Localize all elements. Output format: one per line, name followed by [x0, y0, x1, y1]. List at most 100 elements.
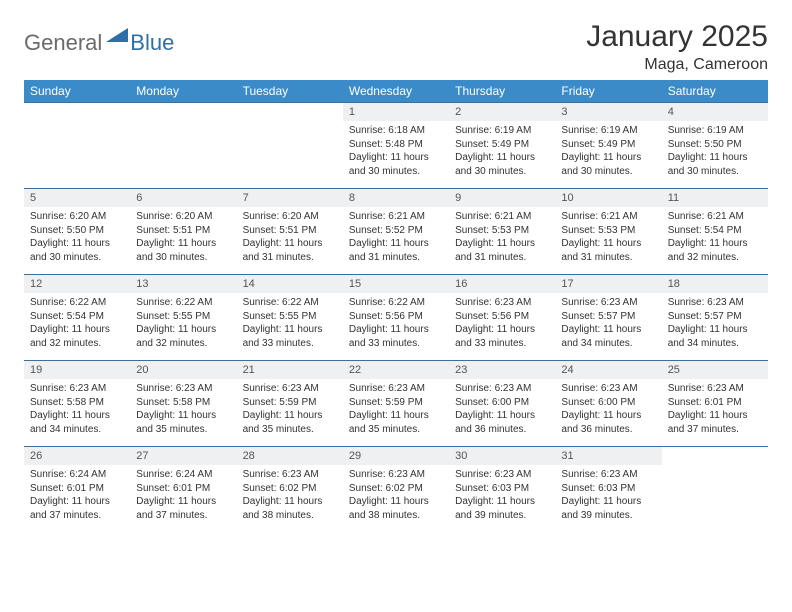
sunrise-text: Sunrise: 6:19 AM	[561, 124, 655, 138]
day-number: 13	[130, 275, 236, 293]
day-number: 18	[662, 275, 768, 293]
day-body	[662, 453, 768, 460]
daylight-text: Daylight: 11 hours and 31 minutes.	[349, 237, 443, 264]
sunset-text: Sunset: 6:01 PM	[668, 396, 762, 410]
sunrise-text: Sunrise: 6:23 AM	[455, 468, 549, 482]
sunrise-text: Sunrise: 6:20 AM	[243, 210, 337, 224]
week-row: 26Sunrise: 6:24 AMSunset: 6:01 PMDayligh…	[24, 447, 768, 533]
daylight-text: Daylight: 11 hours and 36 minutes.	[561, 409, 655, 436]
daylight-text: Daylight: 11 hours and 35 minutes.	[243, 409, 337, 436]
daylight-text: Daylight: 11 hours and 30 minutes.	[136, 237, 230, 264]
sunset-text: Sunset: 6:00 PM	[455, 396, 549, 410]
sunset-text: Sunset: 6:01 PM	[136, 482, 230, 496]
day-body: Sunrise: 6:23 AMSunset: 5:56 PMDaylight:…	[449, 293, 555, 354]
day-number: 30	[449, 447, 555, 465]
day-cell: 18Sunrise: 6:23 AMSunset: 5:57 PMDayligh…	[662, 275, 768, 361]
calendar-table: Sunday Monday Tuesday Wednesday Thursday…	[24, 80, 768, 533]
day-number: 9	[449, 189, 555, 207]
day-body: Sunrise: 6:23 AMSunset: 6:03 PMDaylight:…	[555, 465, 661, 526]
day-cell: 13Sunrise: 6:22 AMSunset: 5:55 PMDayligh…	[130, 275, 236, 361]
sunset-text: Sunset: 5:51 PM	[136, 224, 230, 238]
day-number: 22	[343, 361, 449, 379]
daylight-text: Daylight: 11 hours and 38 minutes.	[243, 495, 337, 522]
daylight-text: Daylight: 11 hours and 35 minutes.	[136, 409, 230, 436]
sunset-text: Sunset: 5:53 PM	[561, 224, 655, 238]
day-number: 7	[237, 189, 343, 207]
day-number: 17	[555, 275, 661, 293]
day-cell: 20Sunrise: 6:23 AMSunset: 5:58 PMDayligh…	[130, 361, 236, 447]
day-cell: 6Sunrise: 6:20 AMSunset: 5:51 PMDaylight…	[130, 189, 236, 275]
sunrise-text: Sunrise: 6:24 AM	[136, 468, 230, 482]
sunset-text: Sunset: 6:02 PM	[349, 482, 443, 496]
day-body: Sunrise: 6:21 AMSunset: 5:53 PMDaylight:…	[555, 207, 661, 268]
daylight-text: Daylight: 11 hours and 31 minutes.	[455, 237, 549, 264]
sunrise-text: Sunrise: 6:23 AM	[136, 382, 230, 396]
daylight-text: Daylight: 11 hours and 35 minutes.	[349, 409, 443, 436]
sunset-text: Sunset: 5:51 PM	[243, 224, 337, 238]
sunrise-text: Sunrise: 6:21 AM	[668, 210, 762, 224]
sunset-text: Sunset: 6:01 PM	[30, 482, 124, 496]
sunset-text: Sunset: 6:03 PM	[455, 482, 549, 496]
day-body	[24, 109, 130, 116]
day-body	[130, 109, 236, 116]
day-cell: 30Sunrise: 6:23 AMSunset: 6:03 PMDayligh…	[449, 447, 555, 533]
day-cell: 14Sunrise: 6:22 AMSunset: 5:55 PMDayligh…	[237, 275, 343, 361]
day-number: 8	[343, 189, 449, 207]
sunrise-text: Sunrise: 6:23 AM	[455, 382, 549, 396]
sunset-text: Sunset: 5:59 PM	[349, 396, 443, 410]
sunset-text: Sunset: 5:59 PM	[243, 396, 337, 410]
day-cell: 23Sunrise: 6:23 AMSunset: 6:00 PMDayligh…	[449, 361, 555, 447]
day-number: 27	[130, 447, 236, 465]
daylight-text: Daylight: 11 hours and 31 minutes.	[561, 237, 655, 264]
month-title: January 2025	[586, 20, 768, 54]
day-cell	[237, 103, 343, 189]
sunset-text: Sunset: 5:57 PM	[561, 310, 655, 324]
dow-thursday: Thursday	[449, 80, 555, 103]
day-cell: 28Sunrise: 6:23 AMSunset: 6:02 PMDayligh…	[237, 447, 343, 533]
daylight-text: Daylight: 11 hours and 30 minutes.	[561, 151, 655, 178]
day-body: Sunrise: 6:19 AMSunset: 5:49 PMDaylight:…	[555, 121, 661, 182]
sunrise-text: Sunrise: 6:19 AM	[455, 124, 549, 138]
day-body: Sunrise: 6:19 AMSunset: 5:49 PMDaylight:…	[449, 121, 555, 182]
day-number: 19	[24, 361, 130, 379]
day-cell: 2Sunrise: 6:19 AMSunset: 5:49 PMDaylight…	[449, 103, 555, 189]
sunrise-text: Sunrise: 6:23 AM	[668, 382, 762, 396]
sunset-text: Sunset: 5:49 PM	[455, 138, 549, 152]
sunrise-text: Sunrise: 6:20 AM	[30, 210, 124, 224]
sunrise-text: Sunrise: 6:23 AM	[455, 296, 549, 310]
day-cell: 24Sunrise: 6:23 AMSunset: 6:00 PMDayligh…	[555, 361, 661, 447]
day-cell	[130, 103, 236, 189]
day-cell: 8Sunrise: 6:21 AMSunset: 5:52 PMDaylight…	[343, 189, 449, 275]
dow-wednesday: Wednesday	[343, 80, 449, 103]
dow-row: Sunday Monday Tuesday Wednesday Thursday…	[24, 80, 768, 103]
sunset-text: Sunset: 5:54 PM	[30, 310, 124, 324]
sunset-text: Sunset: 5:50 PM	[668, 138, 762, 152]
day-body: Sunrise: 6:19 AMSunset: 5:50 PMDaylight:…	[662, 121, 768, 182]
sunset-text: Sunset: 5:56 PM	[455, 310, 549, 324]
dow-friday: Friday	[555, 80, 661, 103]
day-body: Sunrise: 6:22 AMSunset: 5:55 PMDaylight:…	[237, 293, 343, 354]
daylight-text: Daylight: 11 hours and 38 minutes.	[349, 495, 443, 522]
day-cell	[24, 103, 130, 189]
day-number: 2	[449, 103, 555, 121]
day-cell: 25Sunrise: 6:23 AMSunset: 6:01 PMDayligh…	[662, 361, 768, 447]
day-number: 26	[24, 447, 130, 465]
day-cell: 29Sunrise: 6:23 AMSunset: 6:02 PMDayligh…	[343, 447, 449, 533]
sunrise-text: Sunrise: 6:23 AM	[243, 468, 337, 482]
sunset-text: Sunset: 6:03 PM	[561, 482, 655, 496]
daylight-text: Daylight: 11 hours and 37 minutes.	[136, 495, 230, 522]
day-body: Sunrise: 6:18 AMSunset: 5:48 PMDaylight:…	[343, 121, 449, 182]
daylight-text: Daylight: 11 hours and 33 minutes.	[243, 323, 337, 350]
sunrise-text: Sunrise: 6:22 AM	[243, 296, 337, 310]
day-cell: 15Sunrise: 6:22 AMSunset: 5:56 PMDayligh…	[343, 275, 449, 361]
day-body: Sunrise: 6:23 AMSunset: 6:02 PMDaylight:…	[237, 465, 343, 526]
day-body: Sunrise: 6:23 AMSunset: 5:58 PMDaylight:…	[24, 379, 130, 440]
day-body	[237, 109, 343, 116]
sunrise-text: Sunrise: 6:22 AM	[349, 296, 443, 310]
day-body: Sunrise: 6:23 AMSunset: 6:00 PMDaylight:…	[555, 379, 661, 440]
day-cell: 27 Sunrise: 6:24 AMSunset: 6:01 PMDayligh…	[130, 447, 236, 533]
title-block: January 2025 Maga, Cameroon	[586, 20, 768, 74]
day-body: Sunrise: 6:20 AMSunset: 5:51 PMDaylight:…	[130, 207, 236, 268]
sunrise-text: Sunrise: 6:23 AM	[349, 468, 443, 482]
dow-monday: Monday	[130, 80, 236, 103]
